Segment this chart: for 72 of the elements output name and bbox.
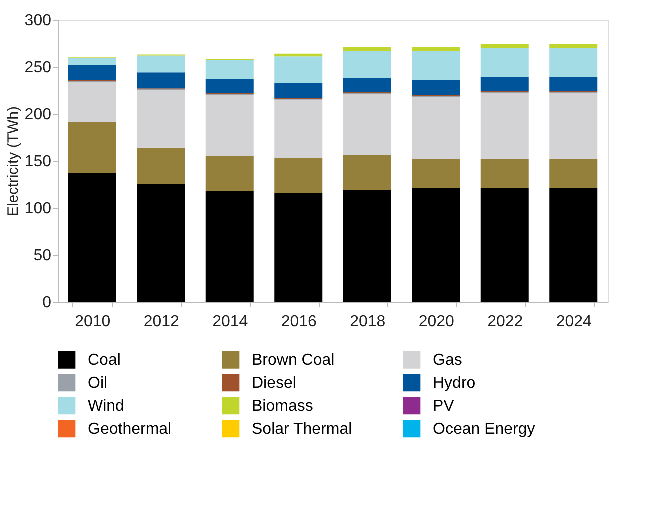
y-tick-label: 200: [24, 106, 52, 124]
bar: [137, 56, 186, 73]
x-tick-label: 2018: [350, 314, 386, 330]
bar: [480, 188, 529, 302]
bar: [550, 188, 598, 302]
y-tick-label: 0: [42, 294, 52, 312]
bar: [343, 155, 392, 190]
y-tick-label: 300: [24, 12, 52, 30]
bar: [550, 48, 598, 78]
legend-label: Gas: [433, 352, 462, 370]
bar: [343, 47, 392, 52]
bar: [206, 156, 254, 192]
legend-label: Biomass: [252, 398, 314, 415]
bar: [206, 95, 254, 156]
bar: [343, 94, 392, 156]
y-tick-label: 50: [34, 248, 52, 264]
x-tick-label: 2020: [418, 314, 455, 330]
legend-label: Diesel: [252, 375, 296, 392]
legend-label: Brown Coal: [252, 352, 335, 370]
bar: [412, 51, 460, 80]
bar: [412, 188, 460, 302]
bar: [137, 184, 186, 302]
legend-label: Geothermal: [88, 421, 172, 438]
legend-label: Ocean Energy: [433, 421, 536, 438]
bar: [550, 44, 598, 48]
x-tick-label: 2010: [75, 314, 111, 330]
bar: [206, 191, 254, 302]
x-tick-label: 2016: [281, 314, 318, 330]
bar: [68, 173, 116, 302]
y-tick-label: 150: [24, 154, 52, 170]
legend-label: Oil: [88, 375, 108, 392]
y-axis-title: Electricity (TWh): [4, 106, 22, 216]
bar: [550, 159, 598, 188]
bar: [274, 192, 323, 302]
x-tick-label: 2012: [144, 314, 180, 330]
bar: [412, 47, 460, 52]
x-tick-label: 2024: [556, 314, 592, 330]
bar: [137, 72, 186, 89]
bar: [480, 159, 529, 188]
bar: [343, 190, 392, 302]
bar: [343, 51, 392, 78]
bar: [274, 82, 323, 98]
bar: [480, 93, 529, 160]
bar: [412, 97, 460, 160]
legend-label: Solar Thermal: [252, 421, 352, 438]
bar: [68, 65, 116, 80]
bar: [68, 122, 116, 174]
bar: [274, 158, 323, 193]
x-tick-label: 2022: [488, 314, 524, 330]
legend-label: Hydro: [433, 375, 476, 392]
legend-label: Wind: [88, 398, 124, 415]
bar: [274, 56, 323, 83]
bar: [480, 44, 529, 48]
bar: [480, 48, 529, 78]
legend-label: PV: [433, 398, 455, 415]
y-tick-label: 100: [24, 200, 52, 218]
bar: [206, 79, 254, 94]
bar: [550, 93, 598, 160]
bar: [550, 77, 598, 92]
bar: [343, 78, 392, 92]
bar: [206, 60, 254, 80]
x-tick-label: 2014: [212, 314, 248, 330]
bar: [412, 159, 460, 188]
bar: [68, 58, 116, 66]
bar: [274, 100, 323, 158]
bar: [480, 77, 529, 92]
bar: [412, 80, 460, 96]
bar: [137, 90, 186, 148]
legend-label: Coal: [88, 352, 121, 370]
y-tick-label: 250: [24, 60, 52, 76]
bar: [68, 82, 116, 122]
bar: [137, 148, 186, 184]
